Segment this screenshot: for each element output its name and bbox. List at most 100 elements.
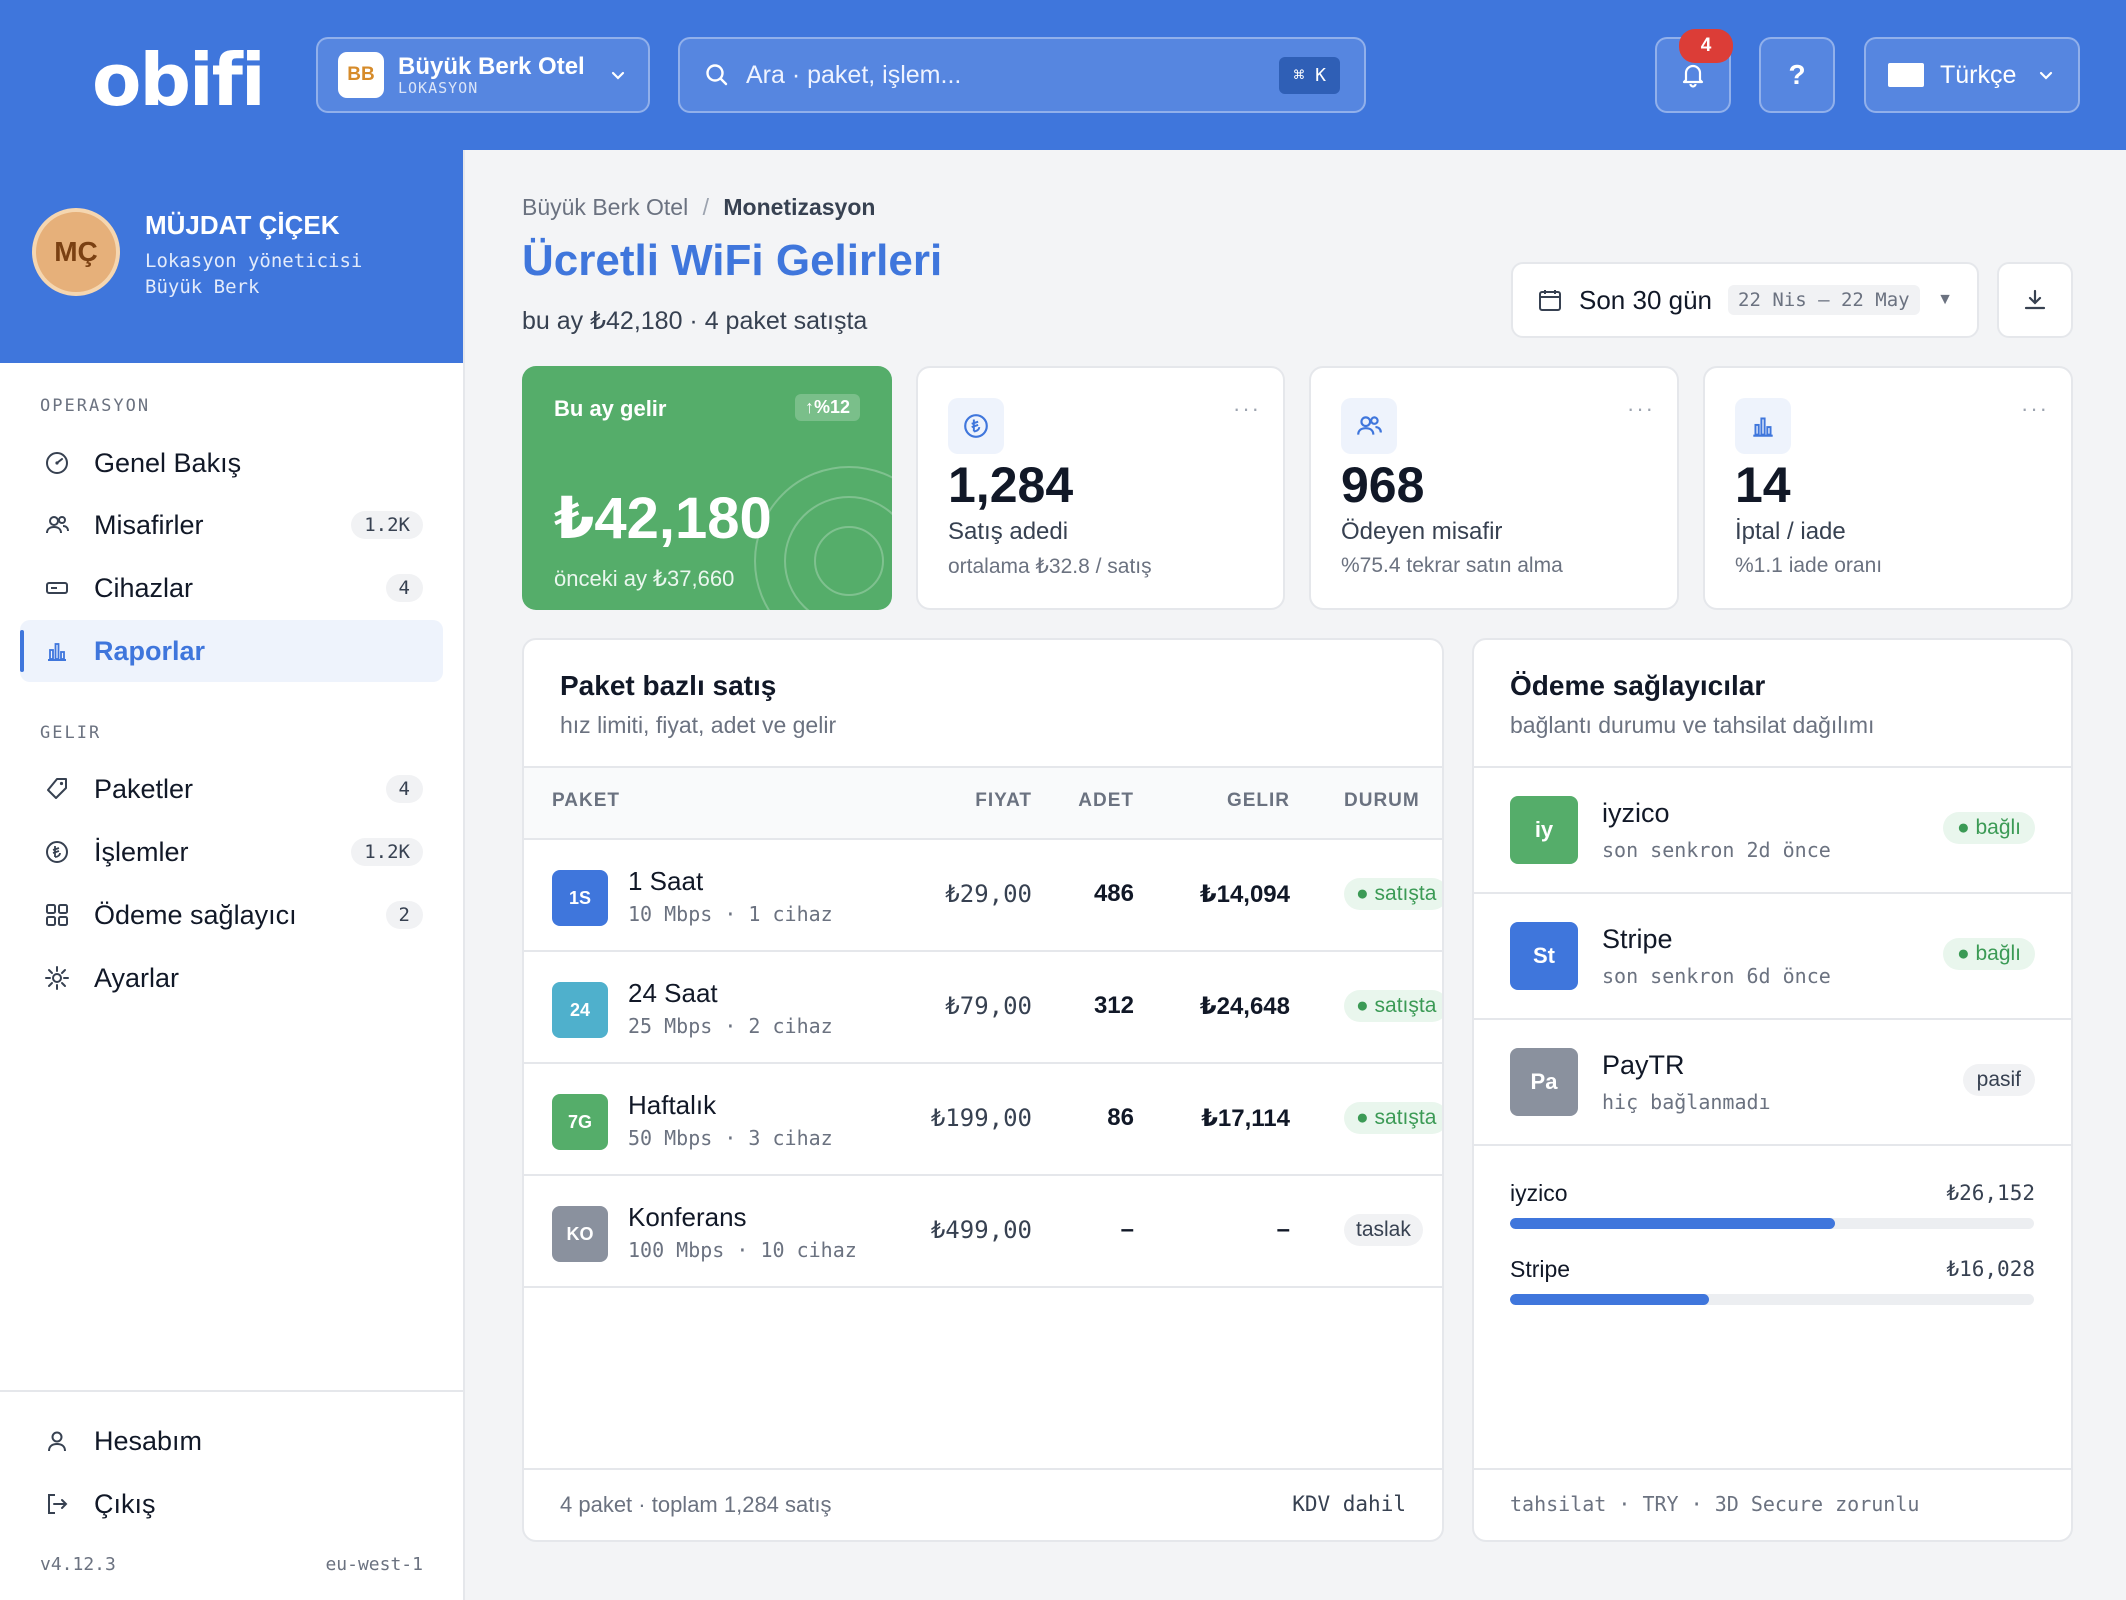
page-subtitle: bu ay ₺42,180 · 4 paket satışta (522, 307, 868, 335)
package-spec: 25 Mbps · 2 cihaz (628, 1014, 833, 1038)
split-label: Stripe (1510, 1256, 1571, 1282)
table-footer: 4 paket · toplam 1,284 satış KDV dahil (524, 1468, 1442, 1540)
sidebar-item-guests[interactable]: Misafirler 1.2K (20, 494, 443, 556)
card-title: Paket bazlı satış (560, 670, 777, 701)
profile-card: MÇ MÜJDAT ÇİÇEK Lokasyon yöneticisi Büyü… (0, 150, 463, 363)
decorative-ring (784, 496, 892, 610)
kpi-delta-badge: ↑%12 (794, 394, 860, 421)
sidebar-item-label: Ödeme sağlayıcı (94, 899, 297, 930)
kpi-refunds-card: ··· 14 İptal / iade %1.1 iade oranı (1703, 366, 2073, 610)
language-selector[interactable]: Türkçe (1864, 37, 2080, 113)
search-input[interactable]: Ara · paket, işlem... (746, 60, 962, 89)
flag-icon (1888, 63, 1924, 87)
package-revenue: – (1276, 1216, 1290, 1243)
package-price: ₺79,00 (945, 992, 1032, 1020)
download-button[interactable] (1997, 262, 2073, 338)
kpi-sales-card: ··· 1,284 Satış adedi ortalama ₺32.8 / s… (916, 366, 1285, 610)
download-icon (2024, 289, 2046, 310)
notifications-button[interactable]: 4 (1655, 29, 1733, 113)
provider-logo: St (1510, 922, 1578, 990)
table-row[interactable]: 7G Haftalık 50 Mbps · 3 cihaz ₺199,00 86… (524, 1064, 1442, 1176)
users-icon (42, 510, 72, 540)
sidebar-item-overview[interactable]: Genel Bakış (20, 432, 443, 494)
split-value: ₺16,028 (1946, 1257, 2035, 1281)
date-label: Son 30 gün (1579, 284, 1713, 315)
search-bar[interactable]: Ara · paket, işlem... ⌘ K (678, 37, 1366, 113)
router-icon (42, 573, 72, 603)
breadcrumb: Büyük Berk Otel / Monetizasyon (522, 194, 875, 221)
more-options-icon[interactable]: ··· (1627, 396, 1655, 421)
package-name: Haftalık (628, 1090, 717, 1120)
sidebar-item-label: Hesabım (94, 1425, 203, 1456)
table-header (524, 766, 1442, 840)
package-badge: 24 (552, 982, 608, 1038)
sidebar-item-packages[interactable]: Paketler 4 (20, 758, 443, 820)
status-badge: ● bağlı (1942, 812, 2035, 844)
count-badge: 1.2K (351, 511, 423, 539)
card-footer: tahsilat · TRY · 3D Secure zorunlu (1474, 1468, 2071, 1540)
breadcrumb-parent[interactable]: Büyük Berk Otel (522, 194, 689, 220)
kpi-sub: ortalama ₺32.8 / satış (948, 555, 1152, 578)
sidebar-item-settings[interactable]: Ayarlar (20, 947, 443, 1009)
package-qty: 86 (1107, 1104, 1134, 1131)
logo[interactable]: obifi (92, 38, 266, 122)
providers-card: Ödeme sağlayıcılar bağlantı durumu ve ta… (1472, 638, 2073, 1542)
status-badge: ● satışta (1344, 878, 1442, 910)
grid-icon (42, 900, 72, 930)
package-price: ₺199,00 (930, 1104, 1032, 1132)
column-header-package[interactable]: PAKET (552, 790, 620, 811)
avatar[interactable]: MÇ (32, 208, 120, 296)
profile-role: Lokasyon yöneticisi (145, 250, 363, 272)
table-row[interactable]: 1S 1 Saat 10 Mbps · 1 cihaz ₺29,00 486 ₺… (524, 840, 1442, 952)
more-options-icon[interactable]: ··· (1233, 396, 1261, 421)
profile-role-block: Lokasyon yöneticisi Büyük Berk (145, 248, 362, 300)
logout-icon (42, 1489, 72, 1519)
search-icon (706, 64, 728, 86)
sidebar: MÇ MÜJDAT ÇİÇEK Lokasyon yöneticisi Büyü… (0, 150, 465, 1600)
provider-row-stripe[interactable]: St Stripe son senkron 6d önce ● bağlı (1474, 894, 2071, 1020)
collection-note: tahsilat · TRY · 3D Secure zorunlu (1510, 1492, 1920, 1516)
column-header-status[interactable]: DURUM (1344, 790, 1420, 811)
package-revenue: ₺14,094 (1199, 881, 1290, 908)
section-label-operations: OPERASYON (40, 396, 151, 416)
sidebar-item-account[interactable]: Hesabım (20, 1410, 443, 1472)
sidebar-item-devices[interactable]: Cihazlar 4 (20, 557, 443, 619)
package-badge: 7G (552, 1094, 608, 1150)
caret-down-icon: ▼ (1937, 291, 1953, 308)
table-row[interactable]: 24 24 Saat 25 Mbps · 2 cihaz ₺79,00 312 … (524, 952, 1442, 1064)
decorative-ring (814, 526, 884, 596)
package-badge: KO (552, 1206, 608, 1262)
provider-row-iyzico[interactable]: iy iyzico son senkron 2d önce ● bağlı (1474, 768, 2071, 894)
sidebar-item-label: Ayarlar (94, 962, 180, 993)
sidebar-item-reports[interactable]: Raporlar (20, 620, 443, 682)
language-label: Türkçe (1940, 60, 2017, 89)
kpi-value: ₺42,180 (554, 486, 772, 551)
sidebar-item-transactions[interactable]: İşlemler 1.2K (20, 821, 443, 883)
region-label: eu-west-1 (325, 1554, 423, 1575)
table-row[interactable]: KO Konferans 100 Mbps · 10 cihaz ₺499,00… (524, 1176, 1442, 1288)
sidebar-item-payment-providers[interactable]: Ödeme sağlayıcı 2 (20, 884, 443, 946)
column-header-price[interactable]: FIYAT (975, 790, 1032, 811)
breadcrumb-current: Monetizasyon (723, 194, 876, 220)
split-bar-fill (1510, 1294, 1710, 1305)
sidebar-item-logout[interactable]: Çıkış (20, 1473, 443, 1535)
count-badge: 1.2K (351, 838, 423, 866)
provider-sync: son senkron 6d önce (1602, 964, 1831, 988)
breadcrumb-separator: / (702, 194, 709, 220)
date-range-picker[interactable]: Son 30 gün 22 Nis – 22 May ▼ (1511, 262, 1979, 338)
split-bar-fill (1510, 1218, 1835, 1229)
column-header-qty[interactable]: ADET (1078, 790, 1134, 811)
kpi-value: 968 (1341, 457, 1425, 513)
user-icon (42, 1426, 72, 1456)
count-badge: 2 (385, 901, 423, 929)
sidebar-divider (0, 1390, 463, 1392)
provider-row-paytr[interactable]: Pa PayTR hiç bağlanmadı pasif (1474, 1020, 2071, 1146)
package-price: ₺29,00 (945, 880, 1032, 908)
location-switcher[interactable]: BB Büyük Berk Otel LOKASYON (316, 37, 650, 113)
kpi-value: 1,284 (948, 457, 1074, 513)
more-options-icon[interactable]: ··· (2021, 396, 2049, 421)
column-header-revenue[interactable]: GELIR (1226, 790, 1290, 811)
help-button[interactable]: ? (1759, 37, 1835, 113)
kpi-sub: %1.1 iade oranı (1735, 554, 1883, 577)
divider (1474, 766, 2071, 768)
